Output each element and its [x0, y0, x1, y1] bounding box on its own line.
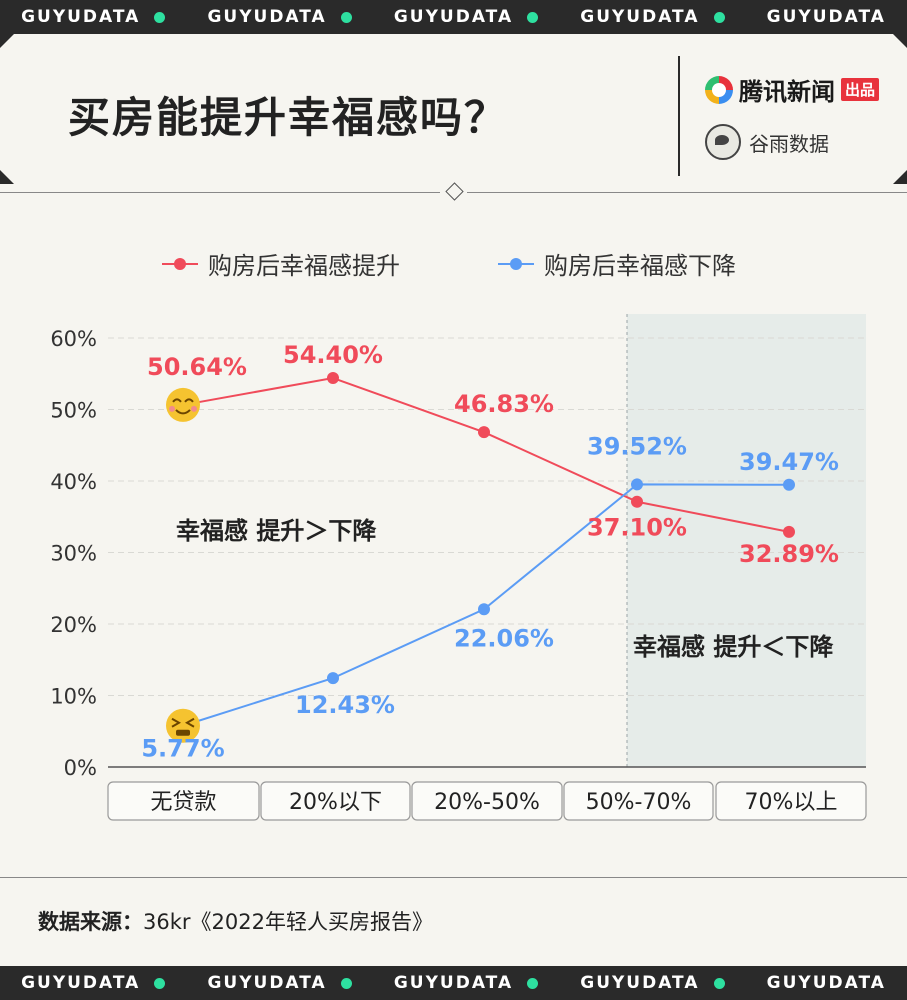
tired-face-eye: [171, 717, 182, 728]
happy-face-mouth: [175, 409, 191, 415]
x-tick-label: 20%-50%: [434, 790, 540, 815]
source-text: 36kr《2022年轻人买房报告》: [143, 910, 433, 934]
x-tick-label: 20%以下: [289, 790, 382, 815]
category-box: [260, 781, 411, 821]
dot-icon: [713, 11, 725, 23]
tired-face-icon: [166, 708, 200, 743]
data-label-increase: 37.10%: [587, 514, 687, 542]
x-tick-label: 50%-70%: [586, 790, 692, 815]
ticker-unit: GUYUDATA: [207, 7, 352, 27]
data-label-increase: 32.89%: [739, 540, 839, 568]
y-tick-label: 40%: [50, 470, 97, 494]
y-tick-label: 30%: [50, 542, 97, 566]
dot-icon: [154, 977, 166, 989]
legend-decrease: 购房后幸福感下降: [498, 246, 736, 281]
corner-tl: [0, 34, 14, 48]
data-label-increase: 54.40%: [283, 341, 383, 369]
ticker-unit: GUYUDATA: [766, 7, 886, 27]
tencent-news-icon: [705, 75, 733, 104]
ticker-unit: GUYUDATA: [580, 7, 725, 27]
point-increase: [783, 525, 795, 538]
bird-icon: [705, 124, 741, 160]
point-decrease: [327, 672, 339, 685]
legend-increase: 购房后幸福感提升: [162, 246, 400, 281]
y-tick-label: 60%: [50, 327, 97, 351]
ticker-unit: GUYUDATA: [21, 973, 166, 993]
ticker-unit: GUYUDATA: [580, 973, 725, 993]
happy-face-eye: [184, 398, 194, 403]
legend-decrease-marker: [498, 254, 534, 274]
category-box: [411, 781, 563, 821]
ticker-unit: GUYUDATA: [207, 973, 352, 993]
category-box: [107, 781, 260, 821]
dot-icon: [340, 977, 352, 989]
point-decrease: [783, 478, 795, 491]
legend-increase-label: 购房后幸福感提升: [208, 252, 400, 280]
tired-face-mouth: [176, 729, 190, 736]
tencent-news-badge: 出品: [841, 78, 880, 101]
category-box: [715, 781, 867, 821]
chart-panel: 买房能提升幸福感吗？ 腾讯新闻 出品 谷雨数据 购房后幸福感提升 购房后幸福感下…: [0, 34, 907, 966]
bottom-ticker: GUYUDATA GUYUDATA GUYUDATA GUYUDATA GUYU…: [0, 966, 907, 1000]
decor-corners: [0, 34, 907, 184]
dot-icon: [154, 11, 166, 23]
line-chart: 0% 10% 20% 30% 40% 50% 60% 无贷款 20%以下 20%-50% 50%-7…: [50, 314, 867, 821]
dot-icon: [527, 11, 539, 23]
ticker-unit: GUYUDATA: [21, 7, 166, 27]
tencent-news-logo: 腾讯新闻 出品: [705, 72, 880, 107]
ticker-unit: GUYUDATA: [394, 7, 539, 27]
x-tick-label: 70%以上: [745, 790, 838, 815]
tired-face-eye: [184, 717, 195, 728]
guyu-logo: 谷雨数据: [705, 124, 829, 160]
corner-tr: [893, 34, 907, 48]
highlight-region: [627, 314, 866, 767]
divider-left: [0, 192, 440, 193]
data-label-decrease: 39.52%: [587, 432, 687, 460]
ticker-unit: GUYUDATA: [394, 973, 539, 993]
data-label-decrease: 39.47%: [739, 448, 839, 476]
point-increase: [478, 426, 490, 439]
header-divider: [678, 56, 680, 176]
point-increase: [327, 372, 339, 385]
legend-decrease-label: 购房后幸福感下降: [544, 252, 736, 280]
dot-icon: [713, 977, 725, 989]
x-tick-label: 无贷款: [150, 790, 216, 815]
divider-right: [467, 192, 907, 193]
happy-face-blush: [191, 405, 197, 412]
point-increase: [631, 495, 643, 508]
point-decrease: [631, 478, 643, 491]
guyu-name: 谷雨数据: [749, 131, 829, 156]
source-label: 数据来源：: [38, 910, 143, 934]
happy-face-icon: [166, 387, 200, 422]
data-label-decrease: 12.43%: [295, 691, 395, 719]
annotation-left: 幸福感 提升＞下降: [176, 517, 377, 545]
source-note: 数据来源：36kr《2022年轻人买房报告》: [38, 906, 433, 936]
page-title: 买房能提升幸福感吗？: [68, 93, 509, 142]
y-tick-label: 0%: [64, 756, 97, 780]
tencent-news-name: 腾讯新闻: [739, 78, 835, 106]
category-box: [563, 781, 714, 821]
corner-mr: [893, 170, 907, 184]
dot-icon: [527, 977, 539, 989]
data-label-decrease: 22.06%: [454, 624, 554, 652]
header: 买房能提升幸福感吗？ 腾讯新闻 出品 谷雨数据: [0, 34, 907, 187]
data-label-increase: 50.64%: [147, 353, 247, 381]
dot-icon: [340, 11, 352, 23]
data-label-increase: 46.83%: [454, 390, 554, 418]
data-label-decrease: 5.77%: [141, 735, 224, 763]
y-tick-label: 50%: [50, 399, 97, 423]
corner-ml: [0, 170, 14, 184]
top-ticker: GUYUDATA GUYUDATA GUYUDATA GUYUDATA GUYU…: [0, 0, 907, 34]
y-tick-label: 10%: [50, 685, 97, 709]
ticker-unit: GUYUDATA: [766, 973, 886, 993]
legend-increase-marker: [162, 254, 198, 274]
happy-face-blush: [169, 405, 175, 412]
annotation-right: 幸福感 提升＜下降: [633, 633, 834, 661]
happy-face-eye: [172, 398, 182, 403]
y-tick-label: 20%: [50, 613, 97, 637]
footer-divider: [0, 877, 907, 878]
point-decrease: [478, 603, 490, 616]
